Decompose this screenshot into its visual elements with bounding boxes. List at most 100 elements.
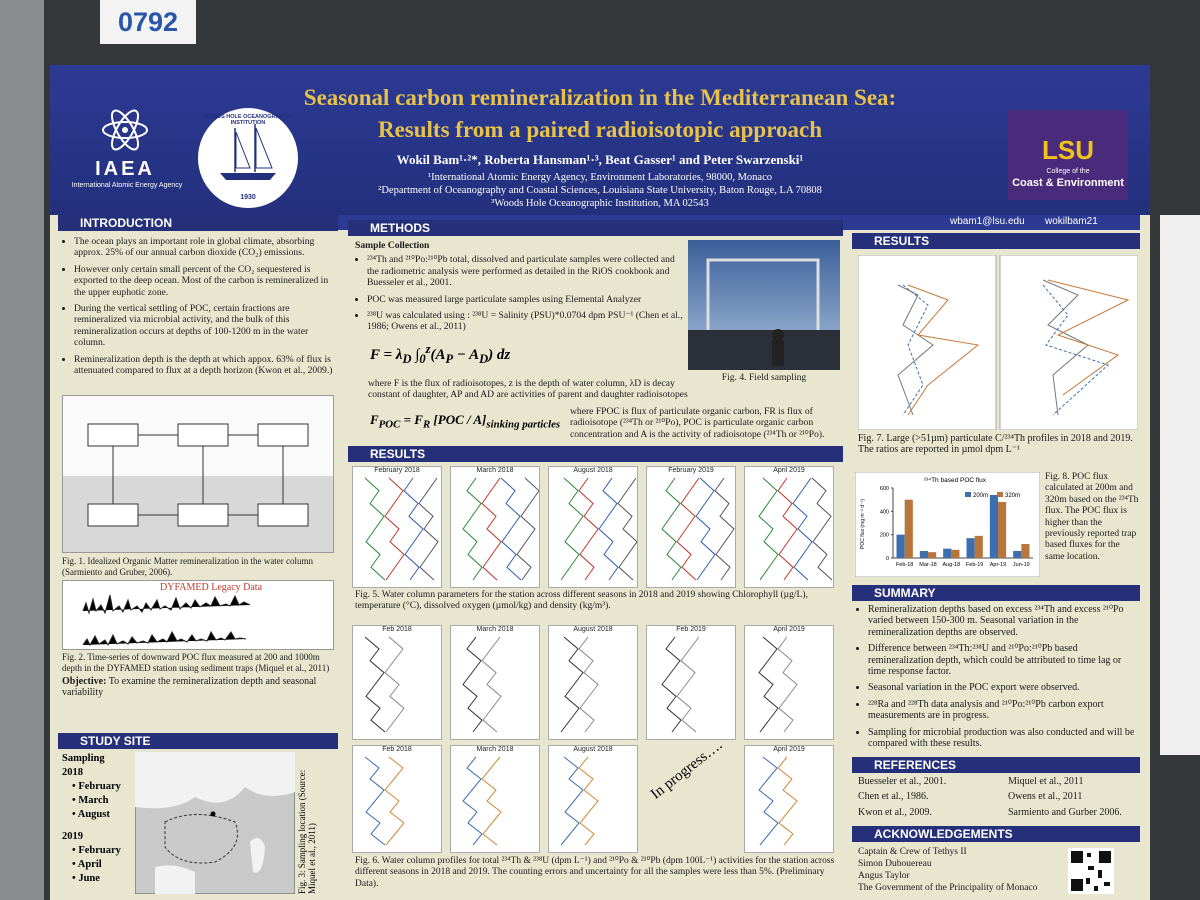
x-tick-label: Jun-19 [1013, 562, 1030, 568]
fig1-caption: Fig. 1. Idealized Organic Matter reminer… [62, 556, 313, 578]
profile-panel: March 2018 [450, 466, 540, 588]
year: 2019 [62, 831, 83, 842]
lsu-sub: College of the [1046, 168, 1090, 175]
ack: Captain & Crew of Tethys II [858, 847, 967, 857]
profile-panel: August 2018 [548, 745, 638, 853]
bullet: Remineralization depth is the depth at w… [74, 354, 334, 377]
profile-line [676, 477, 700, 581]
profile-panel: August 2018 [548, 466, 638, 588]
affiliation: ²Department of Oceanography and Coastal … [378, 185, 822, 196]
panel-lines [661, 636, 700, 733]
reference: Miquel et al., 2011 [1008, 776, 1084, 787]
legend-label: 200m [973, 493, 988, 499]
neighbor-poster [1160, 215, 1200, 755]
profile-line [714, 477, 735, 581]
panel-title: March 2018 [476, 626, 514, 633]
fig1-diagram [62, 395, 334, 553]
profile-line [384, 477, 405, 581]
panel-lines [364, 477, 439, 581]
fig2-plot [62, 580, 334, 650]
bar [919, 551, 928, 558]
section-heading: SUMMARY [852, 585, 1140, 601]
bullet: The ocean plays an important role in glo… [74, 236, 334, 259]
fig6-caption: Fig. 6. Water column profiles for total … [355, 856, 835, 889]
reference: Buesseler et al., 2001. [858, 776, 947, 787]
whoi-ship [220, 124, 276, 180]
iaea-name: International Atomic Energy Agency [71, 182, 183, 189]
equation-1: F = λD ∫0z(AP − AD) dz [370, 342, 511, 366]
profile-line [617, 477, 638, 581]
profile-line [676, 636, 700, 733]
panel-lines [661, 477, 735, 581]
affiliation: ³Woods Hole Oceanographic Institution, M… [491, 198, 709, 209]
x-tick-label: Feb-19 [966, 562, 983, 568]
section-heading: STUDY SITE [58, 733, 338, 749]
bullet: However only certain small percent of th… [74, 264, 334, 298]
twitter: wokilbam21 [1045, 216, 1098, 227]
profile-line [462, 756, 483, 846]
section-heading: RESULTS [348, 446, 843, 462]
profile-panel: August 2018 [548, 625, 638, 740]
whoi-year: 1930 [240, 194, 256, 201]
panel-lines [364, 756, 405, 846]
section-heading: RESULTS [852, 233, 1140, 249]
x-tick-label: Apr-19 [990, 562, 1007, 568]
y-tick-label: 0 [886, 556, 889, 562]
legend-swatch [997, 492, 1003, 497]
profile-line [560, 477, 584, 581]
profile-line [364, 636, 386, 733]
objective: Objective: To examine the remineralizati… [62, 676, 334, 699]
profile-panel: April 2019 [744, 625, 834, 740]
profile-panel: March 2018 [450, 625, 540, 740]
reference: Chen et al., 1986. [858, 791, 929, 803]
panel-lines [758, 477, 833, 581]
iaea-emblem [102, 109, 148, 151]
reference: Kwon et al., 2009. [858, 806, 932, 818]
fig2-caption: Fig. 2. Time-series of downward POC flux… [62, 652, 330, 674]
title-line: Results from a paired radioisotopic appr… [377, 117, 823, 142]
fig3-caption: Fig. 3: Sampling location (Source: Mique… [297, 769, 317, 894]
profile-line [792, 477, 813, 581]
bullet: Remineralization depths based on excess … [868, 604, 1138, 638]
profile-panel: Feb 2019 [646, 625, 736, 740]
legend-label: 320m [1005, 493, 1020, 499]
fig7-plots [858, 255, 1138, 430]
bar [1021, 544, 1030, 558]
profile-line [403, 477, 424, 581]
chart-bg [855, 472, 1040, 577]
profile-line [758, 477, 779, 581]
x-tick-label: Mar-18 [919, 562, 936, 568]
fig7-caption: Fig. 7. Large (>51µm) particulate C/²³⁴T… [858, 433, 1133, 456]
intro-text: The ocean plays an important role in glo… [62, 236, 334, 381]
ack: The Government of the Principality of Mo… [858, 883, 1038, 893]
profile-line [777, 477, 798, 581]
whoi-seal [198, 108, 298, 208]
profile-line [481, 636, 502, 733]
profile-line [758, 636, 779, 733]
subheading: Sample Collection [355, 240, 430, 251]
study-map [135, 752, 295, 894]
email: wbam1@lsu.edu [950, 216, 1025, 227]
sampling-label: Sampling [62, 753, 105, 764]
month: June [78, 873, 100, 884]
y-tick-label: 200 [880, 533, 889, 539]
bullet: ²²⁸Ra and ²²⁸Th data analysis and ²¹⁰Po:… [868, 699, 1138, 722]
affiliations: ¹International Atomic Energy Agency, Env… [300, 171, 900, 210]
y-axis-label: POC flux (mg m⁻² d⁻¹) [860, 499, 866, 549]
fig8-caption: Fig. 8. POC flux calculated at 200m and … [1045, 472, 1139, 562]
panel-title: March 2018 [476, 467, 514, 474]
profile-line [384, 636, 405, 733]
board-edge [0, 0, 44, 900]
methods-text: Sample Collection ²³⁴Th and ²¹⁰Po:²¹⁰Pb … [355, 240, 685, 338]
profile-panel: April 2019 [744, 466, 834, 588]
ack: Simon Dubouereau [858, 859, 932, 869]
profile-panel: February 2019 [646, 466, 736, 588]
bar [966, 538, 975, 558]
fig6-panels: Feb 2018 March 2018 August 2018 Feb 2019 Apr… [352, 625, 842, 740]
bullet: During the vertical settling of POC, cer… [74, 303, 334, 349]
bar [998, 502, 1007, 558]
panel-title: Feb 2018 [382, 626, 412, 633]
profile-panel: April 2019 [744, 745, 834, 853]
equation-2: FPOC = FR [POC / A]sinking particles [370, 412, 561, 431]
